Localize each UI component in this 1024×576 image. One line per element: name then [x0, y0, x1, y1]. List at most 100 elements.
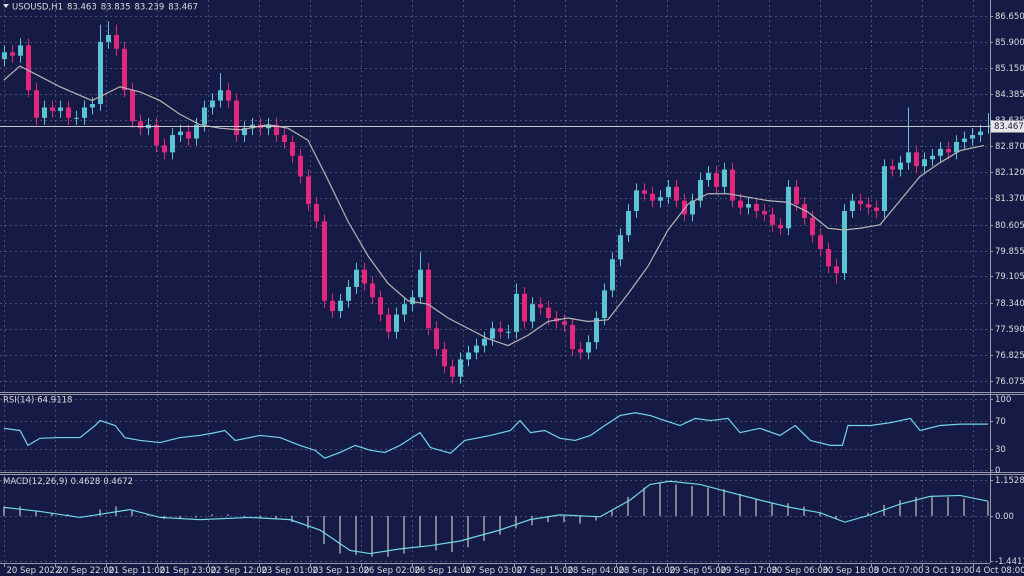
candle-body: [242, 128, 247, 136]
y-tick-label: 30: [995, 445, 1006, 455]
menu-arrow[interactable]: [3, 4, 9, 8]
candle-body: [138, 121, 143, 129]
candle-body: [746, 204, 751, 208]
candle-body: [186, 131, 191, 139]
candle-body: [650, 193, 655, 201]
y-tick-label: 1.1528: [995, 476, 1024, 486]
y-tick-label: 82.870: [995, 142, 1024, 152]
candle-body: [514, 293, 519, 332]
candle-body: [698, 179, 703, 201]
x-tick-label: 27 Sep 15:00: [517, 566, 574, 576]
candle-body: [506, 331, 511, 333]
candle-body: [418, 269, 423, 298]
macd-header: MACD(12,26,9) 0.4628 0.4672: [3, 477, 133, 487]
candle-body: [90, 104, 95, 108]
symbol-title: USOUSD,H1: [12, 2, 63, 12]
candle-body: [410, 297, 415, 305]
candle-body: [58, 107, 63, 111]
candle-body: [170, 135, 175, 153]
y-tick-label: 79.855: [995, 247, 1024, 257]
y-tick-label: 85.900: [995, 38, 1024, 48]
macd-last: 0.4628: [71, 477, 101, 487]
candle-body: [290, 141, 295, 156]
candle-body: [234, 100, 239, 136]
last-low: 83.239: [134, 2, 164, 12]
candle-body: [578, 349, 583, 353]
candle-body: [970, 135, 975, 139]
x-tick-label: 23 Sep 13:00: [313, 566, 370, 576]
candle-body: [450, 366, 455, 377]
candle-body: [362, 269, 367, 284]
candle-body: [194, 124, 199, 139]
candle-body: [586, 342, 591, 353]
candle-body: [978, 131, 983, 136]
candle-body: [634, 190, 639, 212]
candle-body: [626, 211, 631, 236]
y-tick-label: 78.340: [995, 299, 1024, 309]
candle-body: [898, 162, 903, 170]
y-tick-label: 82.120: [995, 168, 1024, 178]
candle-body: [922, 159, 927, 167]
candle-body: [202, 107, 207, 125]
x-tick-label: 26 Sep 14:00: [415, 566, 472, 576]
x-tick-label: 30 Sep 06:00: [772, 566, 829, 576]
candle-body: [482, 338, 487, 346]
x-tick-label: 27 Sep 03:00: [466, 566, 523, 576]
candle-body: [730, 169, 735, 201]
candle-body: [490, 328, 495, 339]
candle-body: [794, 186, 799, 205]
candle-body: [666, 186, 671, 198]
candle-body: [914, 152, 919, 167]
x-tick-label: 22 Sep 12:00: [211, 566, 268, 576]
candle-body: [906, 152, 911, 163]
x-tick-label: 3 Oct 19:00: [925, 566, 975, 576]
y-tick-label: 80.605: [995, 221, 1024, 231]
candle-body: [74, 117, 79, 119]
candle-body: [322, 221, 327, 301]
candle-body: [10, 52, 15, 56]
candle-body: [210, 100, 215, 108]
candle-body: [602, 290, 607, 319]
candle-body: [522, 293, 527, 322]
candle-body: [946, 148, 951, 153]
y-tick-label: 86.650: [995, 12, 1024, 22]
candle-body: [178, 131, 183, 136]
candle-body: [642, 190, 647, 194]
candle-body: [386, 314, 391, 332]
last-close: 83.467: [168, 2, 198, 12]
candle-body: [314, 204, 319, 222]
candle-body: [714, 173, 719, 187]
candle-body: [306, 176, 311, 205]
candle-body: [842, 211, 847, 274]
candle-body: [354, 269, 359, 287]
y-tick-label: 85.150: [995, 64, 1024, 74]
candle-body: [282, 135, 287, 142]
x-tick-label: 30 Sep 18:00: [823, 566, 880, 576]
y-tick-label: 0: [995, 466, 1000, 476]
candle-body: [594, 318, 599, 343]
candle-body: [962, 138, 967, 142]
candle-body: [810, 217, 815, 236]
candle-body: [442, 349, 447, 367]
candle-body: [378, 297, 383, 315]
candle-body: [122, 48, 127, 91]
candle-body: [498, 328, 503, 332]
candle-body: [298, 155, 303, 177]
candle-body: [130, 90, 135, 122]
candle-body: [474, 345, 479, 353]
x-tick-label: 20 Sep 22:00: [58, 566, 115, 576]
candle-body: [530, 304, 535, 322]
x-tick-label: 29 Sep 05:00: [670, 566, 727, 576]
candle-body: [42, 107, 47, 118]
x-tick-label: 29 Sep 17:00: [721, 566, 778, 576]
candle-body: [402, 304, 407, 315]
candle-body: [882, 166, 887, 212]
y-tick-label: 76.075: [995, 377, 1024, 387]
candle-body: [458, 359, 463, 377]
x-tick-label: 26 Sep 02:00: [364, 566, 421, 576]
macd-title: MACD(12,26,9): [3, 477, 68, 487]
y-tick-label: 0.00: [995, 512, 1014, 522]
